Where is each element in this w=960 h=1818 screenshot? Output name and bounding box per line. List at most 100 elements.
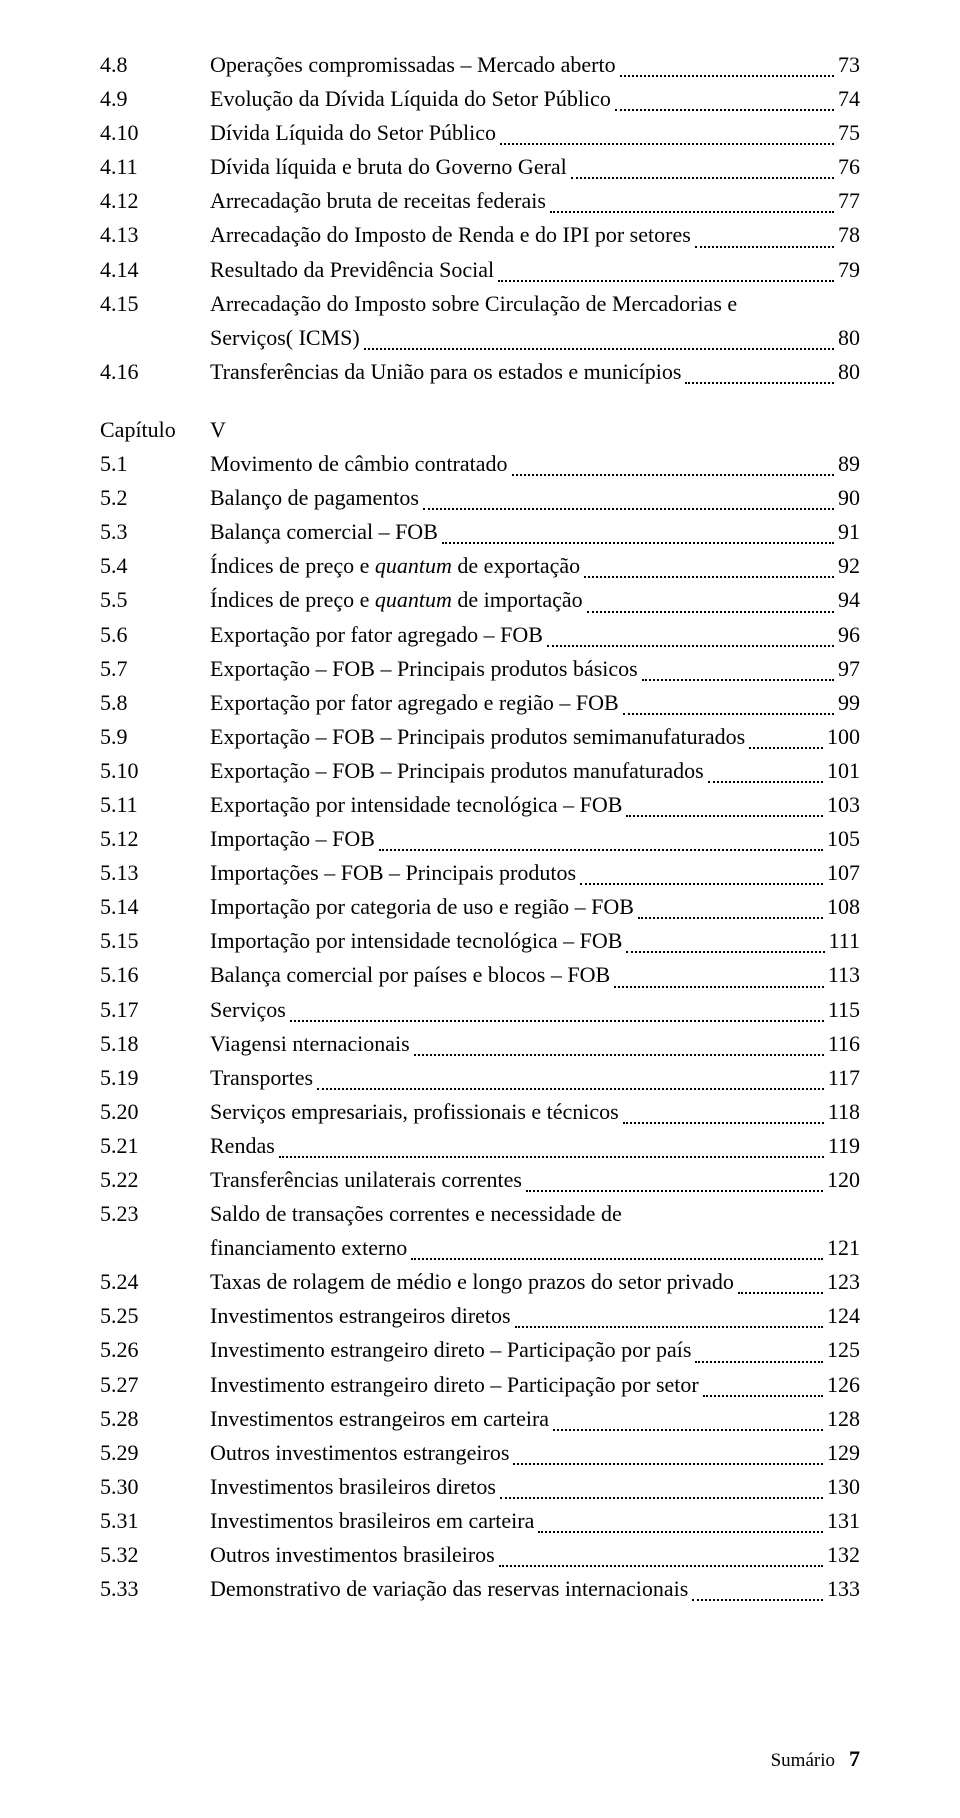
- toc-row: 5.13Importações – FOB – Principais produ…: [100, 856, 860, 890]
- toc-page: 125: [827, 1333, 860, 1367]
- toc-page: 80: [838, 321, 860, 355]
- toc-number: 5.19: [100, 1061, 210, 1095]
- toc-row: 5.20Serviços empresariais, profissionais…: [100, 1095, 860, 1129]
- toc-title: Balanço de pagamentos: [210, 481, 419, 515]
- dot-leader: [685, 382, 834, 384]
- toc-title: Movimento de câmbio contratado: [210, 447, 508, 481]
- toc-page: 89: [838, 447, 860, 481]
- toc-number: 5.20: [100, 1095, 210, 1129]
- toc-title: Importações – FOB – Principais produtos: [210, 856, 576, 890]
- toc-title: Outros investimentos estrangeiros: [210, 1436, 509, 1470]
- dot-leader: [499, 1565, 823, 1567]
- toc-page: 77: [838, 184, 860, 218]
- toc-number: 5.30: [100, 1470, 210, 1504]
- dot-leader: [614, 986, 824, 988]
- toc-page: 76: [838, 150, 860, 184]
- toc-row: 5.5Índices de preço e quantum de importa…: [100, 583, 860, 617]
- toc-row: 5.22Transferências unilaterais correntes…: [100, 1163, 860, 1197]
- toc-row: 5.33Demonstrativo de variação das reserv…: [100, 1572, 860, 1606]
- toc-title: Outros investimentos brasileiros: [210, 1538, 495, 1572]
- dot-leader: [498, 280, 834, 282]
- dot-leader: [290, 1020, 824, 1022]
- toc-title: Operações compromissadas – Mercado abert…: [210, 48, 616, 82]
- toc-title: Exportação por fator agregado – FOB: [210, 618, 543, 652]
- toc-number: 5.18: [100, 1027, 210, 1061]
- toc-title: Importação – FOB: [210, 822, 375, 856]
- dot-leader: [626, 951, 824, 953]
- toc-row: 5.29Outros investimentos estrangeiros 129: [100, 1436, 860, 1470]
- toc-number: 5.22: [100, 1163, 210, 1197]
- toc-row: 4.16Transferências da União para os esta…: [100, 355, 860, 389]
- toc-block: 4.8Operações compromissadas – Mercado ab…: [100, 48, 860, 389]
- toc-row: 5.12Importação – FOB105: [100, 822, 860, 856]
- toc-row: 5.18Viagensi nternacionais116: [100, 1027, 860, 1061]
- toc-number: 5.24: [100, 1265, 210, 1299]
- toc-title: Transportes: [210, 1061, 313, 1095]
- toc-row: 5.26Investimento estrangeiro direto – Pa…: [100, 1333, 860, 1367]
- toc-page: 126: [827, 1368, 860, 1402]
- toc-row: 5.31Investimentos brasileiros em carteir…: [100, 1504, 860, 1538]
- toc-page: 119: [828, 1129, 860, 1163]
- toc-title: Investimentos brasileiros em carteira: [210, 1504, 534, 1538]
- toc-page: 123: [827, 1265, 860, 1299]
- dot-leader: [695, 1361, 823, 1363]
- toc-block: CapítuloV5.1Movimento de câmbio contrata…: [100, 413, 860, 1606]
- toc-title-line2: financiamento externo: [210, 1231, 407, 1265]
- toc-number: 4.14: [100, 253, 210, 287]
- toc-row: 5.17Serviços115: [100, 993, 860, 1027]
- toc-number: 5.28: [100, 1402, 210, 1436]
- dot-leader: [279, 1156, 824, 1158]
- toc-title: Balança comercial – FOB: [210, 515, 438, 549]
- toc-title: Exportação por fator agregado e região –…: [210, 686, 619, 720]
- dot-leader: [547, 645, 834, 647]
- toc-page: 124: [827, 1299, 860, 1333]
- chapter-label: Capítulo: [100, 413, 210, 447]
- toc-row: 4.12Arrecadação bruta de receitas federa…: [100, 184, 860, 218]
- dot-leader: [620, 75, 834, 77]
- toc-row: 5.1Movimento de câmbio contratado89: [100, 447, 860, 481]
- toc-number: 5.11: [100, 788, 210, 822]
- toc-page: 99: [838, 686, 860, 720]
- toc-page: 111: [829, 924, 860, 958]
- toc-title: Exportação – FOB – Principais produtos m…: [210, 754, 704, 788]
- toc-page: 129: [827, 1436, 860, 1470]
- chapter-header: CapítuloV: [100, 413, 860, 447]
- toc-title: Transferências da União para os estados …: [210, 355, 681, 389]
- toc-title: Dívida Líquida do Setor Público: [210, 116, 496, 150]
- toc-title: Evolução da Dívida Líquida do Setor Públ…: [210, 82, 611, 116]
- dot-leader: [695, 246, 834, 248]
- toc-number: 5.17: [100, 993, 210, 1027]
- toc-number: 5.21: [100, 1129, 210, 1163]
- toc-number: 5.29: [100, 1436, 210, 1470]
- toc-row: 4.11Dívida líquida e bruta do Governo Ge…: [100, 150, 860, 184]
- dot-leader: [442, 542, 834, 544]
- toc-row: 5.2Balanço de pagamentos90: [100, 481, 860, 515]
- footer-label: Sumário: [771, 1750, 835, 1772]
- dot-leader: [623, 713, 834, 715]
- toc-page: 90: [838, 481, 860, 515]
- toc-title: Serviços: [210, 993, 286, 1027]
- toc-number: 5.26: [100, 1333, 210, 1367]
- toc-row: 5.7Exportação – FOB – Principais produto…: [100, 652, 860, 686]
- toc-number: 5.15: [100, 924, 210, 958]
- dot-leader: [512, 474, 834, 476]
- toc-title-line1: Arrecadação do Imposto sobre Circulação …: [210, 287, 737, 321]
- toc-page: 97: [838, 652, 860, 686]
- toc-title: Importação por categoria de uso e região…: [210, 890, 634, 924]
- toc-title: Investimentos estrangeiros diretos: [210, 1299, 511, 1333]
- toc-title: Dívida líquida e bruta do Governo Geral: [210, 150, 567, 184]
- dot-leader: [411, 1258, 823, 1260]
- toc-page: 100: [827, 720, 860, 754]
- dot-leader: [379, 849, 823, 851]
- toc-page: 79: [838, 253, 860, 287]
- dot-leader: [584, 576, 834, 578]
- toc-number: 5.10: [100, 754, 210, 788]
- dot-leader: [615, 109, 834, 111]
- dot-leader: [538, 1531, 823, 1533]
- toc-number: 4.9: [100, 82, 210, 116]
- dot-leader: [526, 1190, 823, 1192]
- toc-row: 5.11Exportação por intensidade tecnológi…: [100, 788, 860, 822]
- toc-page: 73: [838, 48, 860, 82]
- dot-leader: [587, 611, 834, 613]
- toc-row: 4.13Arrecadação do Imposto de Renda e do…: [100, 218, 860, 252]
